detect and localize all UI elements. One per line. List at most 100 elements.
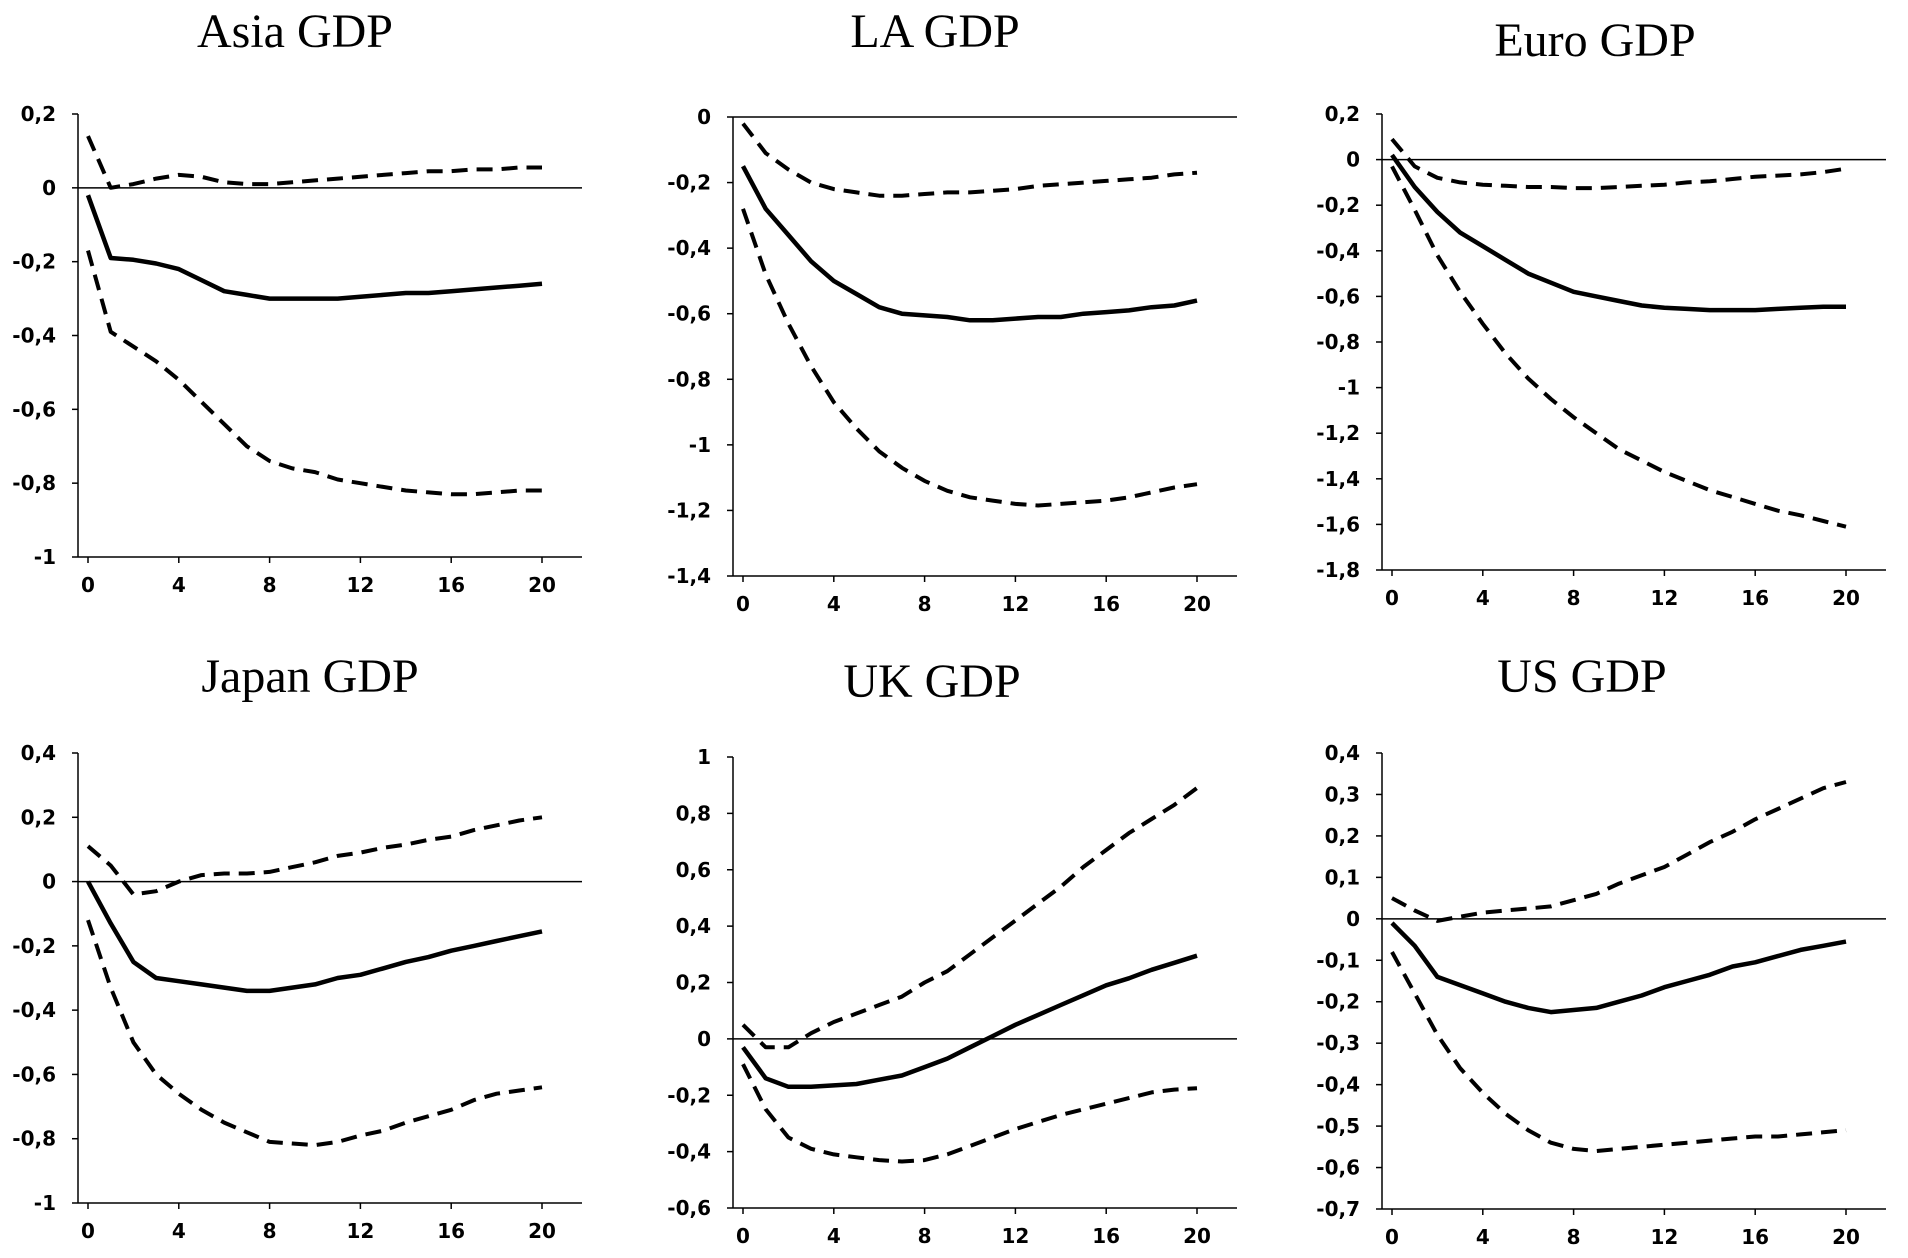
x-tick-label: 20 [528, 1219, 556, 1243]
y-tick-label: 0 [697, 105, 711, 129]
chart-title: US GDP [1497, 650, 1666, 703]
y-tick-label: -0,4 [1316, 1073, 1360, 1097]
y-tick-label: -0,2 [667, 1083, 711, 1107]
x-tick-label: 16 [1741, 1225, 1769, 1249]
series-upper-band [86, 815, 543, 897]
y-tick-label: 0 [42, 870, 56, 894]
x-tick-label: 0 [1385, 1225, 1399, 1249]
x-tick-label: 4 [172, 1219, 186, 1243]
x-tick-label: 0 [1385, 586, 1399, 610]
x-tick-label: 12 [1650, 1225, 1678, 1249]
series-lower-band [741, 208, 1198, 508]
series-response [86, 880, 543, 994]
x-tick-label: 0 [81, 573, 95, 597]
y-tick-label: -1,4 [1316, 467, 1360, 491]
y-tick-label: 1 [697, 745, 711, 769]
chart-panel-japan: Japan GDP 0,4 0,2 0 -0,2 -0,4 -0,6 -0,8 -1 0 4 8 12 1… [12, 650, 582, 1243]
x-tick-label: 8 [1567, 1225, 1581, 1249]
series-response [1390, 921, 1847, 1015]
y-tick-label: -0,4 [667, 236, 711, 260]
chart-panel-asia: Asia GDP 0,2 0 -0,2 -0,4 -0,6 -0,8 -1 0 4 8 12 16 20 [12, 5, 582, 597]
series-response [85, 194, 543, 301]
series-response [1390, 153, 1846, 313]
y-tick-label: -0,1 [1316, 948, 1360, 972]
y-tick-label: 0,4 [21, 741, 56, 765]
x-tick-label: 20 [528, 573, 556, 597]
x-tick-label: 0 [81, 1219, 95, 1243]
y-tick-label: -1 [34, 545, 56, 569]
y-tick-label: -0,2 [12, 250, 56, 274]
x-tick-label: 4 [827, 1224, 841, 1248]
y-tick-label: -0,2 [1316, 990, 1360, 1014]
y-tick-label: 0,2 [676, 971, 711, 995]
x-tick-label: 8 [263, 1219, 277, 1243]
series-response [741, 165, 1198, 323]
y-tick-label: 0 [697, 1027, 711, 1051]
chart-panel-la: LA GDP 0 -0,2 -0,4 -0,6 -0,8 -1 -1,2 -1,4 0 4 8 12 16… [667, 5, 1237, 616]
y-tick-label: -1 [34, 1191, 56, 1215]
y-tick-label: -0,2 [12, 934, 56, 958]
series-lower-band [1390, 165, 1847, 529]
y-tick-label: -0,4 [12, 998, 56, 1022]
y-tick-label: -1,4 [667, 564, 711, 588]
y-tick-label: 0,8 [676, 801, 711, 825]
chart-title: Euro GDP [1494, 14, 1695, 67]
series-response [741, 953, 1198, 1090]
y-tick-label: 0,2 [21, 102, 56, 126]
x-tick-label: 16 [1092, 592, 1120, 616]
series-upper-band [86, 135, 542, 190]
x-tick-label: 0 [736, 1224, 750, 1248]
y-tick-label: -0,7 [1316, 1197, 1360, 1221]
y-tick-label: -1,8 [1316, 558, 1360, 582]
y-tick-label: -0,6 [12, 1062, 56, 1086]
x-tick-label: 4 [827, 592, 841, 616]
y-tick-label: 0,1 [1325, 865, 1360, 889]
chart-title: UK GDP [843, 655, 1020, 708]
y-tick-label: 0 [1346, 148, 1360, 172]
series-lower-band [86, 250, 542, 497]
x-tick-label: 8 [918, 1224, 932, 1248]
chart-panel-euro: Euro GDP 0,2 0 -0,2 -0,4 -0,6 -0,8 -1 -1,2 -1,4 -1… [1316, 14, 1886, 610]
x-tick-label: 4 [1476, 586, 1490, 610]
x-tick-label: 12 [346, 1219, 374, 1243]
y-tick-label: -1 [1338, 376, 1360, 400]
chart-title: Japan GDP [201, 650, 418, 703]
x-tick-label: 8 [1567, 586, 1581, 610]
x-tick-label: 20 [1183, 592, 1211, 616]
y-tick-label: -0,3 [1316, 1031, 1360, 1055]
x-tick-label: 16 [437, 1219, 465, 1243]
y-tick-label: 0,3 [1325, 782, 1360, 806]
y-tick-label: 0,2 [1325, 102, 1360, 126]
series-upper-band [1391, 780, 1847, 923]
y-tick-label: -0,6 [667, 302, 711, 326]
y-tick-label: -0,8 [12, 471, 56, 495]
y-tick-label: 0,4 [1325, 741, 1360, 765]
x-tick-label: 16 [437, 573, 465, 597]
y-tick-label: -0,8 [12, 1127, 56, 1151]
y-tick-label: -0,6 [1316, 1156, 1360, 1180]
chart-panel-uk: UK GDP 1 0,8 0,6 0,4 0,2 0 -0,2 -0,4 -0,6 0 4 8 12 16 2… [667, 655, 1237, 1248]
y-tick-label: -0,4 [667, 1140, 711, 1164]
y-tick-label: -1,2 [667, 498, 711, 522]
y-tick-label: -0,6 [1316, 284, 1360, 308]
chart-title: Asia GDP [197, 5, 393, 58]
x-tick-label: 20 [1832, 1225, 1860, 1249]
x-tick-label: 12 [1650, 586, 1678, 610]
x-tick-label: 4 [1476, 1225, 1490, 1249]
x-tick-label: 0 [736, 592, 750, 616]
y-tick-label: 0,4 [676, 914, 711, 938]
y-tick-label: 0 [1346, 907, 1360, 931]
chart-panel-us: US GDP 0,4 0,3 0,2 0,1 0 -0,1 -0,2 -0,3 -0,4 -0,5 -… [1316, 650, 1886, 1249]
y-tick-label: 0,2 [21, 805, 56, 829]
y-tick-label: 0,2 [1325, 824, 1360, 848]
y-tick-label: 0,6 [676, 858, 711, 882]
y-tick-label: -1 [689, 433, 711, 457]
x-tick-label: 4 [172, 573, 186, 597]
x-tick-label: 16 [1741, 586, 1769, 610]
y-tick-label: -0,6 [667, 1196, 711, 1220]
y-tick-label: -0,4 [1316, 239, 1360, 263]
y-tick-label: -0,4 [12, 324, 56, 348]
